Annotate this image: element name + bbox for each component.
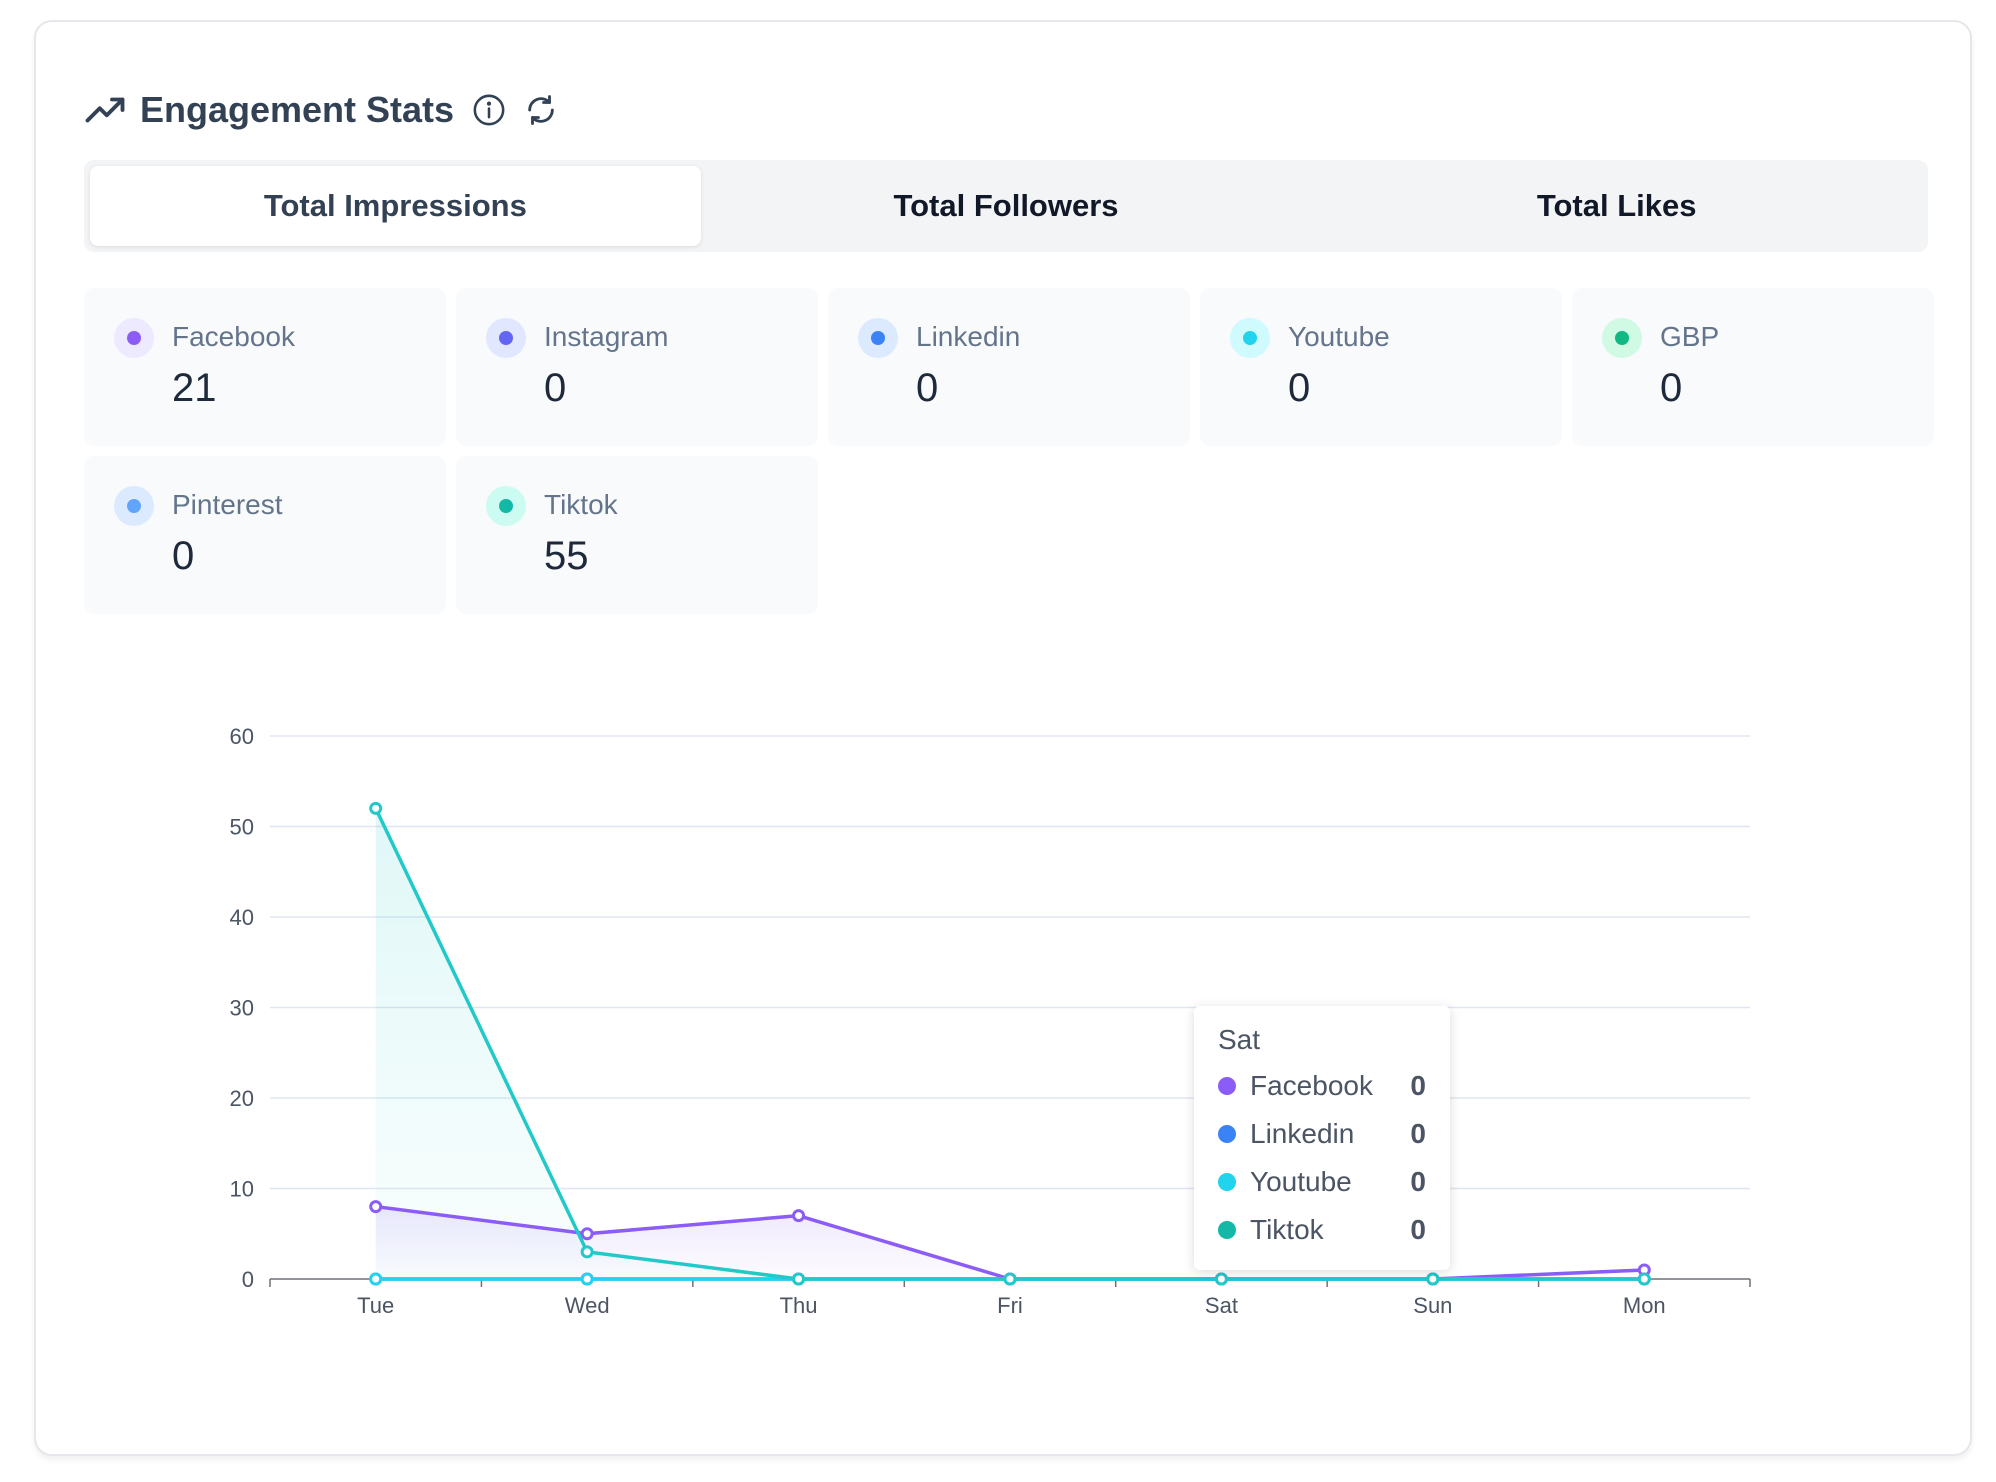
data-point	[580, 1227, 594, 1241]
data-point	[1637, 1272, 1651, 1286]
refresh-icon[interactable]	[524, 93, 558, 127]
metric-tabs: Total Impressions Total Followers Total …	[84, 160, 1928, 252]
data-point	[1003, 1272, 1017, 1286]
x-tick-label: Fri	[997, 1293, 1023, 1318]
series-area	[375, 808, 1645, 1279]
stat-label: Youtube	[1288, 321, 1390, 352]
card-header: Engagement Stats	[84, 68, 558, 152]
tooltip-series-value: 0	[1410, 1070, 1426, 1101]
data-point	[792, 1272, 806, 1286]
tooltip-title: Sat	[1218, 1024, 1261, 1055]
page-title: Engagement Stats	[140, 89, 455, 130]
status-dot-bg	[114, 318, 154, 358]
legend-dot	[1218, 1173, 1236, 1191]
tooltip-row: Facebook 0	[1218, 1062, 1426, 1110]
status-dot-bg	[1602, 318, 1642, 358]
stat-label: Instagram	[544, 321, 669, 352]
status-dot	[1243, 331, 1257, 345]
info-icon[interactable]	[472, 93, 506, 127]
tab-total-followers[interactable]: Total Followers	[893, 188, 1119, 223]
y-tick-label: 0	[242, 1267, 254, 1292]
data-point	[1426, 1272, 1440, 1286]
stat-card-linkedin: Linkedin 0	[828, 288, 1190, 446]
x-tick-label: Sat	[1205, 1293, 1238, 1318]
stat-card-instagram: Instagram 0	[456, 288, 818, 446]
tooltip-series-name: Youtube	[1250, 1166, 1352, 1197]
y-tick-label: 10	[230, 1177, 254, 1202]
stat-card-pinterest: Pinterest 0	[84, 456, 446, 614]
data-point	[580, 1272, 594, 1286]
engagement-stats-card: Engagement Stats Total Impressions Total…	[34, 20, 1972, 1456]
stat-card-youtube: Youtube 0	[1200, 288, 1562, 446]
data-point	[792, 1209, 806, 1223]
stat-label: GBP	[1660, 321, 1720, 352]
y-tick-label: 20	[230, 1086, 254, 1111]
status-dot-bg	[858, 318, 898, 358]
stat-label: Facebook	[172, 321, 295, 352]
stat-label: Tiktok	[544, 489, 618, 520]
status-dot	[127, 499, 141, 513]
data-point	[580, 1245, 594, 1259]
tooltip-series-name: Linkedin	[1250, 1118, 1355, 1149]
x-tick-label: Tue	[357, 1293, 394, 1318]
y-tick-label: 40	[230, 905, 254, 930]
data-point	[369, 1200, 383, 1214]
tooltip-series-name: Facebook	[1250, 1070, 1373, 1101]
status-dot	[127, 331, 141, 345]
stat-card-tiktok: Tiktok 55	[456, 456, 818, 614]
tab-total-likes[interactable]: Total Likes	[1536, 188, 1697, 223]
y-tick-label: 50	[230, 815, 254, 840]
tooltip-series-value: 0	[1410, 1214, 1426, 1245]
trending-up-icon	[85, 97, 125, 123]
x-tick-label: Mon	[1623, 1293, 1666, 1318]
stat-value: 55	[544, 534, 589, 578]
status-dot	[499, 331, 513, 345]
tooltip-row: Tiktok 0	[1218, 1206, 1426, 1254]
tooltip-series-value: 0	[1410, 1118, 1426, 1149]
stat-label: Linkedin	[916, 321, 1021, 352]
chart-tooltip: Sat Facebook 0 Linkedin 0 Youtube 0 Tikt…	[1194, 1006, 1450, 1270]
tab-total-impressions[interactable]: Total Impressions	[90, 166, 701, 246]
series-area	[375, 1206, 1645, 1279]
legend-dot	[1218, 1221, 1236, 1239]
tooltip-row: Youtube 0	[1218, 1158, 1426, 1206]
stat-value: 21	[172, 366, 217, 410]
status-dot	[499, 499, 513, 513]
stat-value: 0	[1288, 366, 1311, 410]
data-point	[1214, 1272, 1228, 1286]
stat-value: 0	[1660, 366, 1683, 410]
data-point	[369, 801, 383, 815]
stat-card-facebook: Facebook 21	[84, 288, 446, 446]
status-dot-bg	[114, 486, 154, 526]
x-tick-label: Thu	[780, 1293, 818, 1318]
status-dot	[871, 331, 885, 345]
tooltip-series-value: 0	[1410, 1166, 1426, 1197]
status-dot	[1615, 331, 1629, 345]
stat-card-gbp: GBP 0	[1572, 288, 1934, 446]
stat-value: 0	[916, 366, 939, 410]
stat-value: 0	[544, 366, 567, 410]
y-tick-label: 30	[230, 996, 254, 1021]
tooltip-row: Linkedin 0	[1218, 1110, 1426, 1158]
stat-label: Pinterest	[172, 489, 283, 520]
legend-dot	[1218, 1077, 1236, 1095]
x-tick-label: Wed	[565, 1293, 610, 1318]
status-dot-bg	[486, 318, 526, 358]
status-dot-bg	[1230, 318, 1270, 358]
y-tick-label: 60	[230, 724, 254, 749]
status-dot-bg	[486, 486, 526, 526]
x-tick-label: Sun	[1413, 1293, 1452, 1318]
legend-dot	[1218, 1125, 1236, 1143]
series-line	[374, 807, 1645, 1281]
tooltip-series-name: Tiktok	[1250, 1214, 1324, 1245]
data-point	[369, 1272, 383, 1286]
stat-value: 0	[172, 534, 195, 578]
